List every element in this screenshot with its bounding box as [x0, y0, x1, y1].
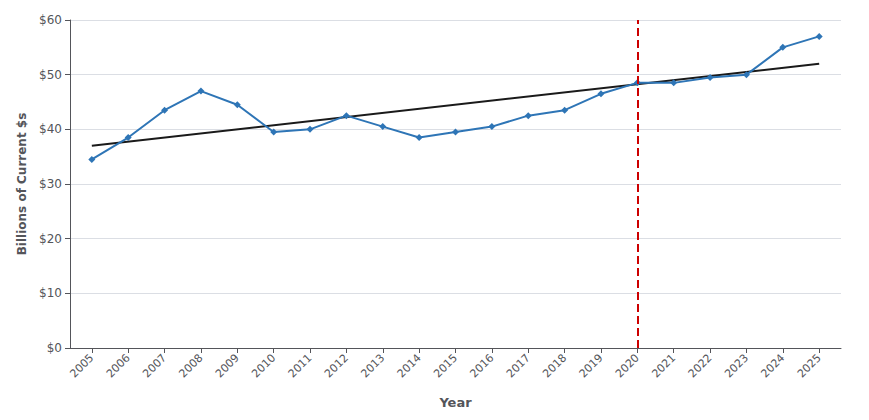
svg-text:2011: 2011 — [286, 351, 315, 380]
svg-text:$10: $10 — [39, 286, 62, 300]
svg-text:2009: 2009 — [213, 351, 242, 380]
svg-text:2013: 2013 — [358, 351, 387, 380]
svg-text:2023: 2023 — [722, 351, 751, 380]
svg-text:Billions of Current $s: Billions of Current $s — [15, 113, 29, 256]
svg-text:2024: 2024 — [758, 351, 787, 380]
svg-text:2014: 2014 — [395, 351, 424, 380]
svg-text:$60: $60 — [39, 13, 62, 27]
svg-text:2020: 2020 — [613, 351, 642, 380]
svg-text:2022: 2022 — [686, 351, 715, 380]
svg-text:2015: 2015 — [431, 351, 460, 380]
svg-text:2012: 2012 — [322, 351, 351, 380]
svg-text:2007: 2007 — [140, 351, 169, 380]
svg-text:2008: 2008 — [177, 351, 206, 380]
svg-text:2019: 2019 — [577, 351, 606, 380]
svg-text:2018: 2018 — [540, 351, 569, 380]
svg-text:Year: Year — [438, 395, 472, 410]
svg-text:2006: 2006 — [104, 351, 133, 380]
svg-text:2005: 2005 — [67, 351, 96, 380]
svg-text:$30: $30 — [39, 177, 62, 191]
svg-text:$40: $40 — [39, 122, 62, 136]
svg-text:$0: $0 — [47, 341, 62, 355]
svg-text:2010: 2010 — [249, 351, 278, 380]
svg-text:$20: $20 — [39, 232, 62, 246]
svg-text:$50: $50 — [39, 68, 62, 82]
svg-text:2017: 2017 — [504, 351, 533, 380]
svg-text:2016: 2016 — [467, 351, 496, 380]
svg-text:2021: 2021 — [649, 351, 678, 380]
svg-text:2025: 2025 — [795, 351, 824, 380]
